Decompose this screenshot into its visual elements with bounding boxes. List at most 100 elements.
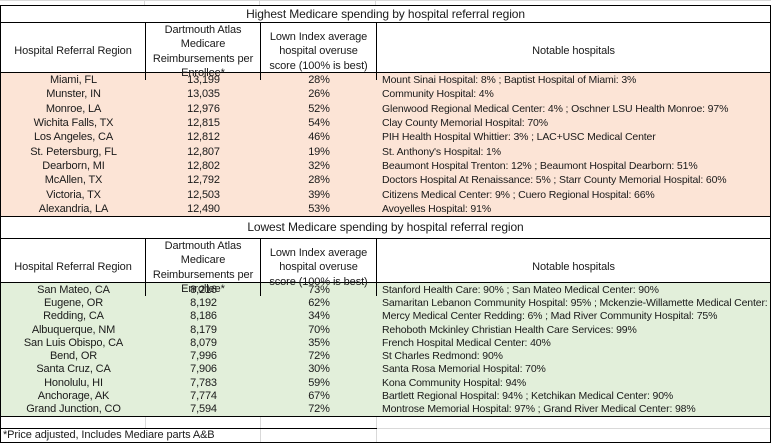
notable-hospitals-cell: Kona Community Hospital: 94% — [382, 376, 527, 389]
notable-hospitals-cell: St Charles Redmond: 90% — [382, 350, 503, 363]
column-header-reimbursements: Dartmouth Atlas Medicare Reimbursements … — [146, 238, 261, 297]
table-row: Albuquerque, NM 8,179 70% Rehoboth Mckin… — [1, 323, 770, 336]
region-cell: Dearborn, MI — [42, 159, 105, 172]
notable-hospitals-cell: St. Anthony's Hospital: 1% — [382, 145, 501, 158]
region-cell: Santa Cruz, CA — [36, 363, 111, 376]
gridline — [376, 428, 377, 442]
notable-hospitals-cell: Rehoboth Mckinley Christian Health Care … — [382, 323, 637, 336]
reimbursement-cell: 12,792 — [187, 174, 220, 187]
region-cell: Grand Junction, CO — [26, 403, 121, 416]
notable-hospitals-cell: Montrose Memorial Hospital: 97% ; Grand … — [382, 403, 696, 416]
notable-hospitals-cell: Bartlett Regional Hospital: 94% ; Ketchi… — [382, 389, 674, 402]
table-row: Eugene, OR 8,192 62% Samaritan Lebanon C… — [1, 296, 771, 309]
region-cell: Munster, IN — [46, 88, 101, 101]
reimbursement-cell: 7,996 — [190, 350, 217, 363]
notable-hospitals-cell: Mount Sinai Hospital: 8% ; Baptist Hospi… — [382, 74, 637, 87]
table-row: Santa Cruz, CA 7,906 30% Santa Rosa Memo… — [1, 363, 770, 376]
table-row: Miami, FL 13,199 28% Mount Sinai Hospita… — [1, 73, 770, 87]
gridline — [145, 416, 146, 428]
region-cell: McAllen, TX — [44, 174, 103, 187]
column-header-overuse-score: Lown Index average hospital overuse scor… — [261, 23, 377, 81]
notable-hospitals-cell: French Hospital Medical Center: 40% — [382, 336, 551, 349]
notable-hospitals-cell: Santa Rosa Memorial Hospital: 70% — [382, 363, 546, 376]
column-header-region: Hospital Referral Region — [1, 238, 146, 297]
gridline — [144, 1, 145, 5]
region-cell: Honolulu, HI — [44, 376, 103, 389]
reimbursement-cell: 13,035 — [187, 88, 220, 101]
overuse-score-cell: 73% — [308, 283, 330, 296]
reimbursement-cell: 8,179 — [190, 323, 217, 336]
region-cell: Los Angeles, CA — [33, 131, 114, 144]
column-header-notable-hospitals: Notable hospitals — [532, 261, 615, 274]
reimbursement-cell: 7,783 — [190, 376, 217, 389]
notable-hospitals-cell: Doctors Hospital At Renaissance: 5% ; St… — [382, 174, 727, 187]
overuse-score-cell: 70% — [308, 323, 330, 336]
table-row: Anchorage, AK 7,774 67% Bartlett Regiona… — [1, 389, 770, 402]
row-above-table — [0, 0, 771, 5]
section-title: Lowest Medicare spending by hospital ref… — [1, 215, 770, 239]
table-row: Los Angeles, CA 12,812 46% PIH Health Ho… — [1, 130, 770, 144]
column-header-row: Hospital Referral Region Dartmouth Atlas… — [1, 238, 770, 297]
notable-hospitals-cell: Stanford Health Care: 90% ; San Mateo Me… — [382, 283, 659, 296]
gridline — [259, 1, 260, 5]
table-row: Alexandria, LA 12,490 53% Avoyelles Hosp… — [1, 202, 770, 216]
reimbursement-cell: 7,594 — [190, 403, 217, 416]
table-row: Wichita Falls, TX 12,815 54% Clay County… — [1, 116, 770, 130]
table-row: Monroe, LA 12,976 52% Glenwood Regional … — [1, 102, 770, 116]
region-cell: Bend, OR — [49, 350, 98, 363]
region-cell: Miami, FL — [50, 74, 97, 87]
gridline — [376, 416, 377, 428]
overuse-score-cell: 62% — [308, 296, 330, 309]
reimbursement-cell: 13,199 — [187, 74, 220, 87]
table-row: San Luis Obispo, CA 8,079 35% French Hos… — [1, 336, 770, 349]
reimbursement-cell: 12,812 — [187, 131, 220, 144]
overuse-score-cell: 34% — [308, 310, 330, 323]
reimbursement-cell: 8,192 — [190, 296, 217, 309]
table-row: Victoria, TX 12,503 39% Citizens Medical… — [1, 187, 770, 201]
overuse-score-cell: 54% — [308, 117, 330, 130]
notable-hospitals-cell: Clay County Memorial Hospital: 70% — [382, 117, 548, 130]
overuse-score-cell: 46% — [308, 131, 330, 144]
region-cell: Victoria, TX — [46, 188, 101, 201]
data-rows: Miami, FL 13,199 28% Mount Sinai Hospita… — [1, 73, 770, 216]
reimbursement-cell: 12,976 — [187, 102, 220, 115]
region-cell: Albuquerque, NM — [31, 323, 116, 336]
region-cell: Anchorage, AK — [37, 389, 110, 402]
reimbursement-cell: 7,906 — [190, 363, 217, 376]
notable-hospitals-cell: Mercy Medical Center Redding: 6% ; Mad R… — [382, 310, 718, 323]
overuse-score-cell: 28% — [308, 174, 330, 187]
table-row: Dearborn, MI 12,802 32% Beaumont Hospita… — [1, 159, 770, 173]
region-cell: San Mateo, CA — [37, 283, 110, 296]
gridline — [260, 416, 261, 428]
notable-hospitals-cell: Samaritan Lebanon Community Hospital: 95… — [382, 296, 771, 309]
reimbursement-cell: 8,216 — [190, 283, 217, 296]
reimbursement-cell: 8,079 — [190, 336, 217, 349]
notable-hospitals-cell: Community Hospital: 4% — [382, 88, 494, 101]
reimbursement-cell: 12,802 — [187, 159, 220, 172]
region-cell: Redding, CA — [43, 310, 104, 323]
region-cell: Monroe, LA — [45, 102, 102, 115]
overuse-score-cell: 72% — [308, 350, 330, 363]
table-row: Grand Junction, CO 7,594 72% Montrose Me… — [1, 403, 770, 416]
reimbursement-cell: 7,774 — [190, 389, 217, 402]
overuse-score-cell: 39% — [308, 188, 330, 201]
overuse-score-cell: 28% — [308, 74, 330, 87]
overuse-score-cell: 67% — [308, 389, 330, 402]
column-header-overuse-score: Lown Index average hospital overuse scor… — [261, 238, 377, 297]
table-row: Redding, CA 8,186 34% Mercy Medical Cent… — [1, 310, 770, 323]
column-header-notable-hospitals: Notable hospitals — [532, 45, 615, 58]
section-highest-spending: Highest Medicare spending by hospital re… — [1, 6, 770, 216]
overuse-score-cell: 26% — [308, 88, 330, 101]
notable-hospitals-cell: Citizens Medical Center: 9% ; Cuero Regi… — [382, 188, 655, 201]
column-header-row: Hospital Referral Region Dartmouth Atlas… — [1, 23, 770, 81]
reimbursement-cell: 12,807 — [187, 145, 220, 158]
reimbursement-cell: 12,815 — [187, 117, 220, 130]
overuse-score-cell: 52% — [308, 102, 330, 115]
notable-hospitals-cell: Avoyelles Hospital: 91% — [382, 202, 491, 215]
overuse-score-cell: 19% — [308, 145, 330, 158]
reimbursement-cell: 12,503 — [187, 188, 220, 201]
notable-hospitals-cell: Beaumont Hospital Trenton: 12% ; Beaumon… — [382, 159, 698, 172]
overuse-score-cell: 30% — [308, 363, 330, 376]
table-row: San Mateo, CA 8,216 73% Stanford Health … — [1, 283, 770, 296]
